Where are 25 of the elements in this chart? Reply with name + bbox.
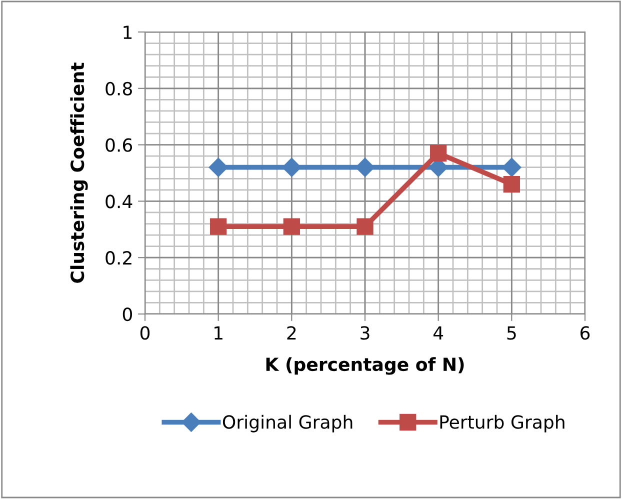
point xyxy=(210,218,227,235)
y-tick-label: 0.8 xyxy=(106,82,132,96)
point xyxy=(430,144,447,162)
x-tick-label: 5 xyxy=(507,326,516,340)
x-tick-label: 1 xyxy=(214,326,222,340)
point xyxy=(503,176,520,193)
point xyxy=(356,218,374,235)
x-tick-label: 4 xyxy=(433,326,444,340)
point xyxy=(208,158,228,177)
y-axis-title: Clustering Coefficient xyxy=(70,62,88,283)
x-axis-title: K (percentage of N) xyxy=(266,357,464,375)
legend-label: Original Graph xyxy=(222,414,352,432)
x-tick-label: 3 xyxy=(360,326,370,340)
point xyxy=(283,218,300,235)
y-tick-label: 0.6 xyxy=(106,138,132,152)
point xyxy=(502,158,522,177)
x-tick-label: 2 xyxy=(287,326,296,340)
y-tick-label: 0.2 xyxy=(106,251,132,265)
y-tick-label: 0 xyxy=(122,307,132,322)
x-tick-label: 6 xyxy=(580,326,590,340)
point xyxy=(282,158,302,177)
legend-label: Perturb Graph xyxy=(440,414,564,432)
y-tick-label: 1 xyxy=(124,26,132,39)
y-tick-label: 0.4 xyxy=(106,194,132,208)
x-tick-label: 0 xyxy=(140,326,150,340)
